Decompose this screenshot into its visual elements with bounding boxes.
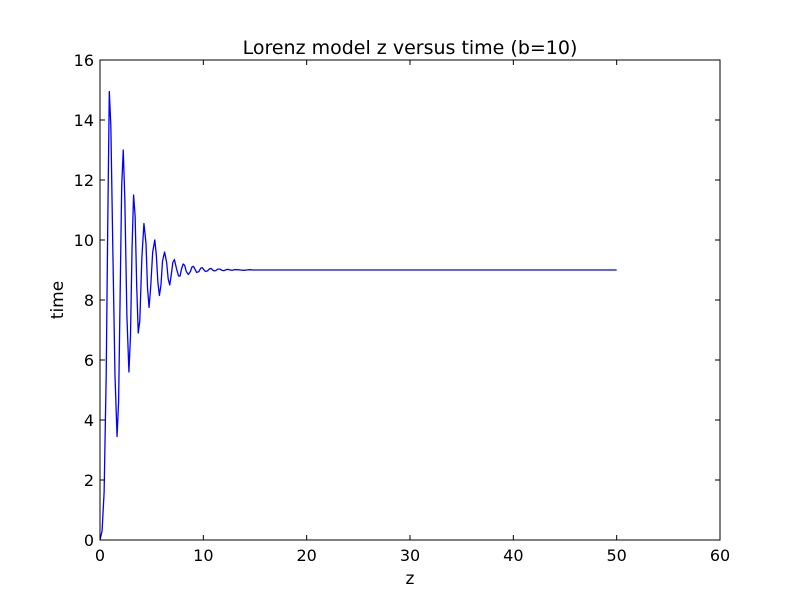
x-tick-label: 40	[503, 546, 523, 565]
x-tick-label: 20	[296, 546, 316, 565]
plot-area-frame	[99, 59, 721, 541]
x-tick-label: 50	[606, 546, 626, 565]
x-tick-label: 60	[710, 546, 730, 565]
y-tick-label: 0	[84, 531, 94, 550]
y-axis-label: time	[48, 281, 68, 319]
y-tick-label: 6	[84, 351, 94, 370]
x-tick-label: 10	[193, 546, 213, 565]
y-tick-label: 2	[84, 471, 94, 490]
chart-title: Lorenz model z versus time (b=10)	[243, 37, 578, 59]
y-tick-label: 4	[84, 411, 94, 430]
y-tick-label: 10	[74, 231, 94, 250]
y-tick-label: 8	[84, 291, 94, 310]
y-tick-label: 12	[74, 171, 94, 190]
x-tick-label: 30	[400, 546, 420, 565]
y-tick-label: 14	[74, 111, 94, 130]
y-tick-label: 16	[74, 51, 94, 70]
series-line-0	[100, 90, 617, 540]
x-axis-label: z	[406, 569, 415, 589]
x-tick-label: 0	[95, 546, 105, 565]
